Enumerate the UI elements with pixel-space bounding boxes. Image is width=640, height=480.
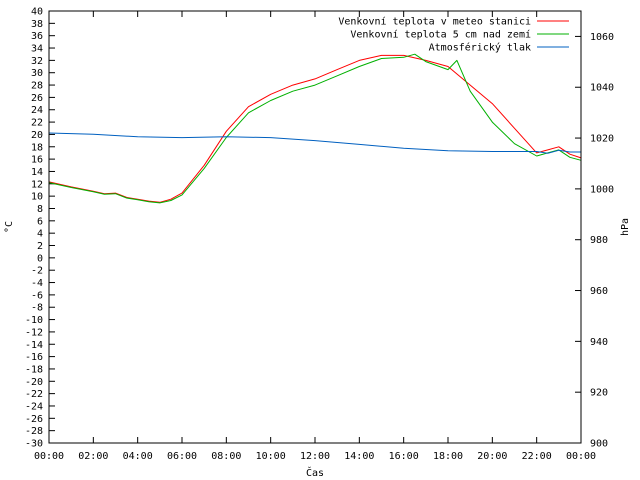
x-tick-label: 00:00 (566, 451, 596, 462)
legend-label-3: Atmosférický tlak (429, 42, 531, 54)
y-left-tick-label: -14 (25, 340, 43, 351)
x-tick-label: 08:00 (211, 451, 241, 462)
legend-label-2: Venkovní teplota 5 cm nad zemí (350, 29, 531, 41)
y-left-tick-label: 28 (31, 81, 43, 92)
y-left-tick-label: 14 (31, 167, 43, 178)
x-tick-label: 18:00 (433, 451, 463, 462)
y-left-tick-label: 18 (31, 142, 43, 153)
y-left-tick-label: 40 (31, 7, 43, 18)
y-axis-right-title: hPa (620, 218, 631, 236)
y-left-tick-label: -18 (25, 364, 43, 375)
y-left-tick-label: 32 (31, 56, 43, 67)
y-left-tick-label: -10 (25, 315, 43, 326)
series-line-1 (48, 54, 582, 203)
y-axis-left-title: °C (4, 221, 15, 233)
x-tick-label: 06:00 (167, 451, 197, 462)
y-left-tick-label: 10 (31, 192, 43, 203)
y-left-tick-label: 30 (31, 68, 43, 79)
y-left-tick-label: -16 (25, 352, 43, 363)
y-left-tick-label: 24 (31, 105, 43, 116)
y-left-tick-label: 12 (31, 179, 43, 190)
plot-frame (48, 10, 582, 444)
x-axis-title: Čas (306, 466, 324, 479)
series-lines (48, 53, 582, 204)
x-axis: 00:00 02:00 04:00 06:00 08:00 10:00 12:00 14:00… (34, 11, 596, 462)
y-left-tick-label: 6 (37, 216, 43, 227)
y-left-tick-label: 16 (31, 155, 43, 166)
y-right-tick-label: 960 (590, 286, 608, 297)
y-left-tick-label: -4 (31, 278, 43, 289)
x-tick-label: 10:00 (256, 451, 286, 462)
y-axis-right: 1060 1040 1020 1000 980 960 940 920 900 (575, 32, 614, 450)
y-right-tick-label: 1000 (590, 184, 614, 195)
series-line-3 (48, 132, 581, 154)
y-left-tick-label: -22 (25, 389, 43, 400)
x-tick-label: 22:00 (522, 451, 552, 462)
y-right-tick-label: 1060 (590, 32, 614, 43)
y-left-tick-label: -28 (25, 426, 43, 437)
y-left-tick-label: 8 (37, 204, 43, 215)
y-left-tick-label: -12 (25, 327, 43, 338)
y-left-tick-label: 36 (31, 31, 43, 42)
y-left-tick-label: 0 (37, 253, 43, 264)
y-left-tick-label: 2 (37, 241, 43, 252)
x-tick-label: 02:00 (78, 451, 108, 462)
y-left-tick-label: 38 (31, 19, 43, 30)
y-left-tick-label: 26 (31, 93, 43, 104)
y-left-tick-label: -24 (25, 401, 43, 412)
y-left-tick-label: -2 (31, 266, 43, 277)
x-tick-label: 16:00 (389, 451, 419, 462)
legend-label-1: Venkovní teplota v meteo stanici (338, 16, 531, 28)
y-left-tick-label: -30 (25, 439, 43, 450)
y-left-tick-label: -8 (31, 303, 43, 314)
x-tick-label: 20:00 (477, 451, 507, 462)
legend: Venkovní teplota v meteo staniciVenkovní… (338, 16, 569, 54)
y-left-tick-label: -6 (31, 290, 43, 301)
y-right-tick-label: 1020 (590, 134, 614, 145)
y-left-tick-label: -26 (25, 414, 43, 425)
y-left-tick-label: 20 (31, 130, 43, 141)
y-right-tick-label: 940 (590, 337, 608, 348)
x-tick-label: 00:00 (34, 451, 64, 462)
y-left-tick-label: 4 (37, 229, 43, 240)
y-right-tick-label: 900 (590, 439, 608, 450)
y-right-tick-label: 980 (590, 235, 608, 246)
y-right-tick-label: 920 (590, 388, 608, 399)
y-left-tick-label: 22 (31, 118, 43, 129)
y-right-tick-label: 1040 (590, 83, 614, 94)
x-tick-label: 12:00 (300, 451, 330, 462)
y-left-tick-label: 34 (31, 44, 43, 55)
x-tick-label: 14:00 (344, 451, 374, 462)
series-line-2 (48, 53, 582, 204)
y-axis-left: 4038363432302826242220181614121086420-2-… (25, 7, 55, 450)
y-left-tick-label: -20 (25, 377, 43, 388)
x-tick-label: 04:00 (123, 451, 153, 462)
